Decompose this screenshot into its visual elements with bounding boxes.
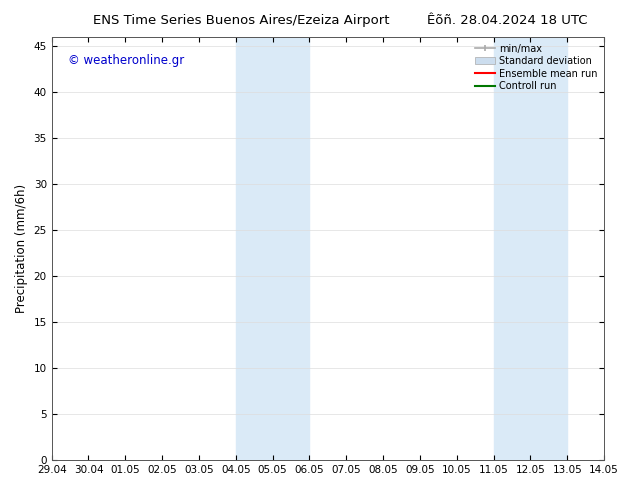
Bar bbox=[236, 37, 309, 460]
Text: ENS Time Series Buenos Aires/Ezeiza Airport: ENS Time Series Buenos Aires/Ezeiza Airp… bbox=[93, 14, 389, 27]
Bar bbox=[494, 37, 567, 460]
Y-axis label: Precipitation (mm/6h): Precipitation (mm/6h) bbox=[15, 184, 28, 313]
Text: Êõñ. 28.04.2024 18 UTC: Êõñ. 28.04.2024 18 UTC bbox=[427, 14, 588, 27]
Legend: min/max, Standard deviation, Ensemble mean run, Controll run: min/max, Standard deviation, Ensemble me… bbox=[474, 42, 599, 93]
Text: © weatheronline.gr: © weatheronline.gr bbox=[68, 54, 184, 67]
